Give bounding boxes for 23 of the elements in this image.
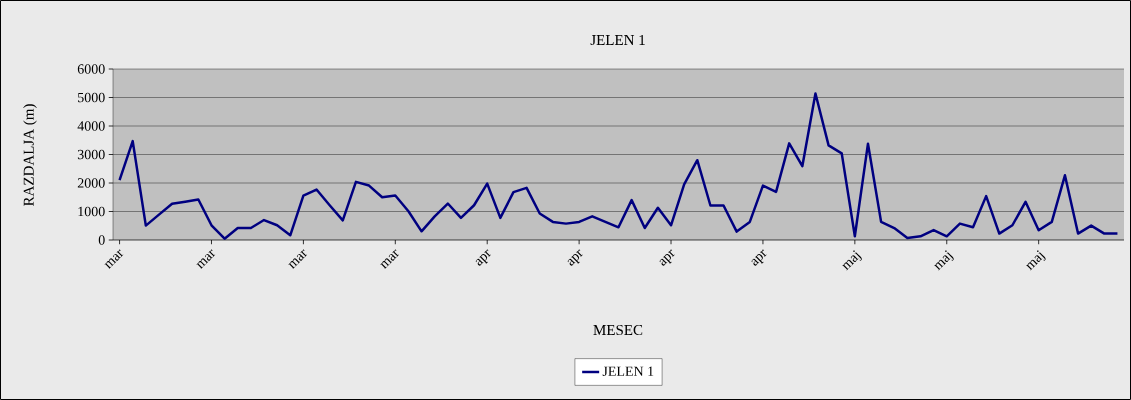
y-tick-label: 0 <box>98 235 105 245</box>
x-tick-label: maj <box>934 250 954 271</box>
line-series <box>118 92 1119 240</box>
x-tick-label: maj <box>1026 250 1046 271</box>
y-tick-label: 5000 <box>78 92 105 103</box>
y-tick-label: 2000 <box>77 178 105 188</box>
y-axis-title: RAZDALJA (m) <box>23 104 37 207</box>
x-tick-label: apr <box>751 249 767 266</box>
x-tick-label: mar <box>196 249 216 270</box>
chart-title: JELEN 1 <box>590 34 645 46</box>
y-tick-label: 6000 <box>77 64 105 74</box>
x-tick-label: apr <box>659 249 675 266</box>
x-tick-label: mar <box>288 249 308 270</box>
x-tick-label: mar <box>380 249 400 270</box>
y-tick-label: 4000 <box>77 121 105 131</box>
x-tick-label: apr <box>567 249 583 266</box>
x-tick-label: maj <box>842 250 862 271</box>
x-tick-label: apr <box>475 249 491 266</box>
x-tick-label: mar <box>104 249 124 270</box>
legend-label: JELEN 1 <box>602 366 654 376</box>
x-axis-title: MESEC <box>593 324 643 336</box>
y-tick-label: 1000 <box>78 206 105 217</box>
y-tick-label: 3000 <box>77 149 105 160</box>
